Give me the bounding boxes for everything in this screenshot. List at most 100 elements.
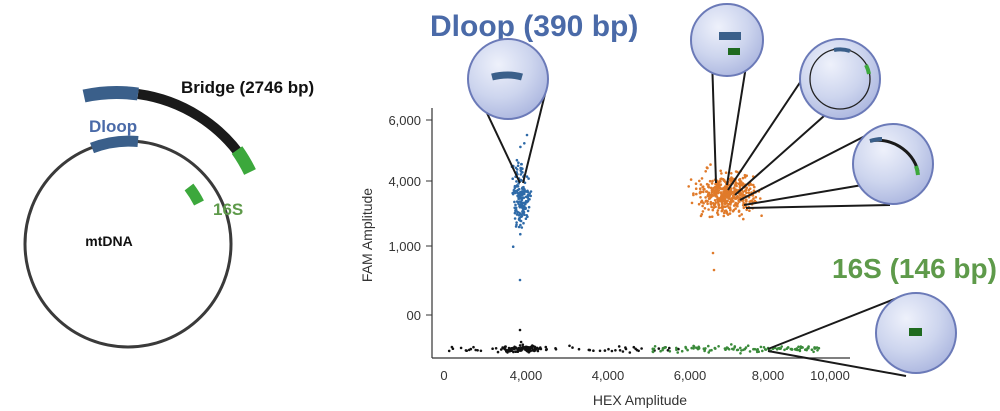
point-dloop — [519, 173, 523, 176]
point-dloop — [519, 178, 523, 182]
point-dloop — [513, 200, 516, 204]
point-dloop-16s — [710, 182, 714, 185]
point-16s — [724, 348, 727, 352]
point-dloop — [521, 193, 524, 197]
point-dloop — [522, 201, 525, 205]
point-dloop — [515, 200, 519, 203]
point-16s — [789, 347, 793, 351]
point-16s — [704, 347, 707, 350]
point-16s — [810, 348, 814, 352]
point-dloop-16s — [750, 199, 754, 202]
point-negative — [618, 349, 622, 352]
bridge-dloop-end — [82, 86, 139, 103]
point-dloop-16s — [737, 199, 740, 203]
point-dloop — [525, 175, 529, 178]
point-dloop-16s — [725, 212, 729, 215]
point-dloop-16s — [737, 209, 741, 213]
point-dloop — [515, 189, 519, 193]
point-dloop — [524, 207, 527, 210]
point-negative — [510, 347, 514, 350]
point-dloop-16s — [743, 189, 747, 193]
point-dloop-16s — [711, 208, 715, 212]
point-16s — [707, 351, 710, 354]
point-outlier — [518, 278, 522, 282]
point-dloop-16s — [727, 206, 731, 209]
dloop-segment — [90, 135, 139, 154]
point-16s — [684, 347, 688, 350]
droplet-16s — [875, 292, 957, 374]
droplet-bridge-linear — [852, 123, 934, 205]
point-dloop-16s — [706, 199, 709, 203]
bridge-16s-end — [231, 146, 256, 175]
y-tick-label: 1,000 — [388, 239, 421, 254]
point-dloop — [512, 188, 516, 192]
point-16s — [764, 348, 768, 351]
point-dloop-16s — [742, 201, 745, 205]
point-dloop-16s — [712, 206, 715, 210]
point-dloop-16s — [722, 214, 726, 218]
point-dloop — [517, 202, 520, 205]
point-negative — [621, 350, 625, 353]
point-dloop-16s — [732, 192, 735, 195]
point-16s — [692, 345, 696, 348]
s16-label: 16S — [213, 200, 243, 219]
point-16s — [676, 351, 679, 354]
point-dloop-16s — [722, 192, 725, 196]
x-tick-label: 4,000 — [592, 368, 625, 383]
point-dloop-16s — [699, 196, 702, 199]
point-dloop-16s — [718, 206, 721, 210]
point-dloop-16s — [723, 179, 726, 182]
point-dloop-16s — [732, 194, 735, 197]
droplet-dloop-16s — [690, 3, 764, 77]
point-dloop-16s — [725, 201, 728, 205]
y-axis-label: FAM Amplitude — [359, 188, 375, 282]
point-negative — [520, 349, 523, 352]
point-16s — [663, 346, 666, 350]
point-dloop-16s — [743, 176, 747, 179]
point-negative — [519, 340, 523, 344]
point-dloop — [513, 211, 517, 215]
point-negative — [536, 349, 540, 353]
point-dloop-16s — [707, 208, 710, 211]
point-dloop — [517, 225, 521, 229]
point-16s — [703, 349, 706, 353]
point-dloop-16s — [719, 187, 723, 191]
data-points — [447, 133, 821, 355]
point-dloop-16s — [700, 199, 704, 203]
point-negative — [521, 343, 525, 347]
point-16s — [785, 347, 789, 351]
point-dloop-16s — [729, 179, 732, 182]
point-dloop-16s — [717, 203, 721, 207]
point-16s — [798, 348, 801, 351]
point-16s — [752, 347, 755, 351]
point-dloop-16s — [741, 193, 745, 196]
point-dloop-16s — [690, 201, 694, 205]
point-dloop — [511, 177, 514, 180]
point-16s — [804, 348, 807, 352]
point-dloop — [515, 180, 518, 183]
point-dloop — [524, 217, 528, 220]
point-dloop — [529, 190, 533, 193]
point-negative — [474, 348, 478, 352]
point-dloop — [519, 145, 522, 149]
point-dloop — [521, 210, 524, 213]
point-16s — [733, 346, 736, 349]
point-negative — [632, 345, 636, 349]
point-16s — [659, 349, 662, 353]
point-negative — [464, 349, 468, 352]
point-dloop-16s — [702, 188, 706, 191]
point-dloop-16s — [749, 183, 753, 186]
point-16s — [651, 350, 655, 354]
point-dloop-16s — [709, 202, 713, 206]
point-negative — [668, 346, 671, 350]
y-tick-label: 00 — [407, 308, 421, 323]
point-dloop-16s — [701, 210, 705, 213]
point-dloop — [519, 223, 522, 227]
point-negative — [514, 350, 518, 354]
point-dloop-16s — [752, 183, 755, 187]
point-dloop-16s — [752, 197, 755, 200]
point-dloop-16s — [745, 208, 748, 212]
point-dloop-16s — [699, 190, 703, 194]
point-dloop-16s — [716, 184, 719, 188]
